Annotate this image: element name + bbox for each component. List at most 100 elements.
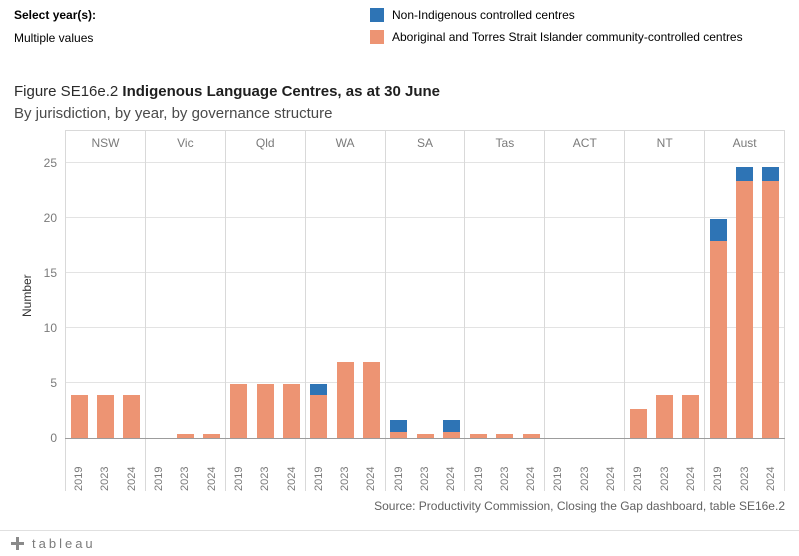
bar-segment-community-controlled[interactable] bbox=[442, 432, 460, 439]
bar-segment-community-controlled[interactable] bbox=[709, 241, 727, 439]
y-tick-label: 0 bbox=[50, 431, 57, 445]
top-controls: Select year(s): Multiple values Non-Indi… bbox=[0, 0, 799, 45]
stacked-bar-tas-2024[interactable] bbox=[522, 433, 540, 439]
bar-slot bbox=[412, 155, 438, 439]
bar-segment-non-indigenous[interactable] bbox=[736, 167, 754, 181]
x-axis-line bbox=[65, 438, 785, 439]
bar-segment-community-controlled[interactable] bbox=[203, 433, 221, 439]
panel-plot bbox=[625, 155, 704, 439]
x-tick-slot: 2023 bbox=[412, 439, 438, 491]
year-filter-value[interactable]: Multiple values bbox=[14, 31, 94, 45]
bar-segment-community-controlled[interactable] bbox=[283, 384, 301, 439]
x-tick-label: 2023 bbox=[738, 466, 751, 491]
chart-title: Figure SE16e.2 Indigenous Language Centr… bbox=[14, 81, 785, 103]
tableau-wordmark: tableau bbox=[32, 536, 96, 551]
legend-item[interactable]: Non-Indigenous controlled centres bbox=[370, 8, 743, 22]
stacked-bar-nt-2019[interactable] bbox=[629, 409, 647, 439]
bar-segment-community-controlled[interactable] bbox=[656, 395, 674, 439]
stacked-bar-wa-2019[interactable] bbox=[310, 384, 328, 439]
bar-slot bbox=[731, 155, 757, 439]
bar-segment-non-indigenous[interactable] bbox=[310, 384, 328, 395]
stacked-bar-vic-2023[interactable] bbox=[176, 433, 194, 439]
stacked-bar-nsw-2023[interactable] bbox=[96, 395, 114, 439]
x-tick-label: 2019 bbox=[472, 466, 485, 491]
stacked-bar-nsw-2019[interactable] bbox=[70, 395, 88, 439]
bar-segment-community-controlled[interactable] bbox=[310, 395, 328, 439]
stacked-bar-tas-2019[interactable] bbox=[470, 433, 488, 439]
bar-segment-community-controlled[interactable] bbox=[522, 433, 540, 439]
bar-segment-non-indigenous[interactable] bbox=[762, 167, 780, 181]
x-tick-slot: 2024 bbox=[198, 439, 224, 491]
bar-segment-community-controlled[interactable] bbox=[470, 433, 488, 439]
bar-slot bbox=[758, 155, 784, 439]
bar-segment-community-controlled[interactable] bbox=[362, 362, 380, 439]
stacked-bar-qld-2024[interactable] bbox=[283, 384, 301, 439]
legend-swatch bbox=[370, 30, 384, 44]
y-tick-label: 5 bbox=[50, 376, 57, 390]
gridline bbox=[65, 162, 785, 163]
x-tick-slot: 2019 bbox=[386, 439, 412, 491]
panel-header: Aust bbox=[732, 136, 757, 150]
bar-segment-community-controlled[interactable] bbox=[336, 362, 354, 439]
stacked-bar-qld-2023[interactable] bbox=[256, 384, 274, 439]
bar-segment-non-indigenous[interactable] bbox=[709, 219, 727, 241]
tableau-logo[interactable]: tableau bbox=[10, 536, 96, 551]
panel-plot bbox=[306, 155, 385, 439]
stacked-bar-aust-2023[interactable] bbox=[736, 167, 754, 439]
bar-segment-community-controlled[interactable] bbox=[96, 395, 114, 439]
stacked-bar-sa-2024[interactable] bbox=[442, 420, 460, 439]
x-tick-label: 2019 bbox=[73, 466, 86, 491]
stacked-bar-sa-2023[interactable] bbox=[416, 433, 434, 439]
x-tick-slot: 2019 bbox=[545, 439, 571, 491]
x-tick-label: 2023 bbox=[658, 466, 671, 491]
stacked-bar-aust-2024[interactable] bbox=[762, 167, 780, 439]
stacked-bar-nt-2023[interactable] bbox=[656, 395, 674, 439]
bar-segment-community-controlled[interactable] bbox=[230, 384, 248, 439]
x-tick-slot: 2023 bbox=[572, 439, 598, 491]
bar-segment-community-controlled[interactable] bbox=[70, 395, 88, 439]
x-tick-label: 2024 bbox=[525, 466, 538, 491]
x-tick-label: 2024 bbox=[445, 466, 458, 491]
bar-segment-community-controlled[interactable] bbox=[176, 433, 194, 439]
x-tick-label: 2019 bbox=[552, 466, 565, 491]
stacked-bar-vic-2024[interactable] bbox=[203, 433, 221, 439]
year-filter: Select year(s): Multiple values bbox=[14, 8, 370, 45]
panels: NSW 2019 2023 2024 Vic 2019 2023 2024 Qld 2019 202… bbox=[65, 130, 786, 491]
gridline bbox=[65, 327, 785, 328]
bar-segment-community-controlled[interactable] bbox=[256, 384, 274, 439]
x-tick-slot: 2023 bbox=[731, 439, 757, 491]
panel-x-labels: 2019 2023 2024 bbox=[306, 439, 385, 491]
panel-plot bbox=[146, 155, 225, 439]
bar-segment-community-controlled[interactable] bbox=[390, 432, 408, 439]
stacked-bar-qld-2019[interactable] bbox=[230, 384, 248, 439]
x-tick-label: 2024 bbox=[684, 466, 697, 491]
bar-slot bbox=[332, 155, 358, 439]
bar-slot bbox=[198, 155, 224, 439]
stacked-bar-nt-2024[interactable] bbox=[682, 395, 700, 439]
bar-slot bbox=[572, 155, 598, 439]
bar-slot bbox=[306, 155, 332, 439]
x-tick-slot: 2024 bbox=[438, 439, 464, 491]
bar-segment-community-controlled[interactable] bbox=[682, 395, 700, 439]
bar-segment-community-controlled[interactable] bbox=[762, 180, 780, 439]
stacked-bar-tas-2023[interactable] bbox=[496, 433, 514, 439]
legend-item[interactable]: Aboriginal and Torres Strait Islander co… bbox=[370, 30, 743, 44]
stacked-bar-aust-2019[interactable] bbox=[709, 219, 727, 439]
stacked-bar-wa-2023[interactable] bbox=[336, 362, 354, 439]
bar-segment-non-indigenous[interactable] bbox=[390, 420, 408, 433]
bar-segment-community-controlled[interactable] bbox=[123, 395, 141, 439]
bar-slot bbox=[678, 155, 704, 439]
bar-segment-non-indigenous[interactable] bbox=[442, 420, 460, 433]
bar-segment-community-controlled[interactable] bbox=[736, 180, 754, 439]
legend-label: Aboriginal and Torres Strait Islander co… bbox=[392, 30, 743, 44]
bar-segment-community-controlled[interactable] bbox=[629, 409, 647, 439]
x-tick-label: 2019 bbox=[153, 466, 166, 491]
x-tick-label: 2024 bbox=[605, 466, 618, 491]
stacked-bar-nsw-2024[interactable] bbox=[123, 395, 141, 439]
panel-header: NSW bbox=[91, 136, 120, 150]
bar-segment-community-controlled[interactable] bbox=[416, 433, 434, 439]
x-tick-label: 2023 bbox=[259, 466, 272, 491]
stacked-bar-wa-2024[interactable] bbox=[362, 362, 380, 439]
stacked-bar-sa-2019[interactable] bbox=[390, 420, 408, 439]
bar-segment-community-controlled[interactable] bbox=[496, 433, 514, 439]
